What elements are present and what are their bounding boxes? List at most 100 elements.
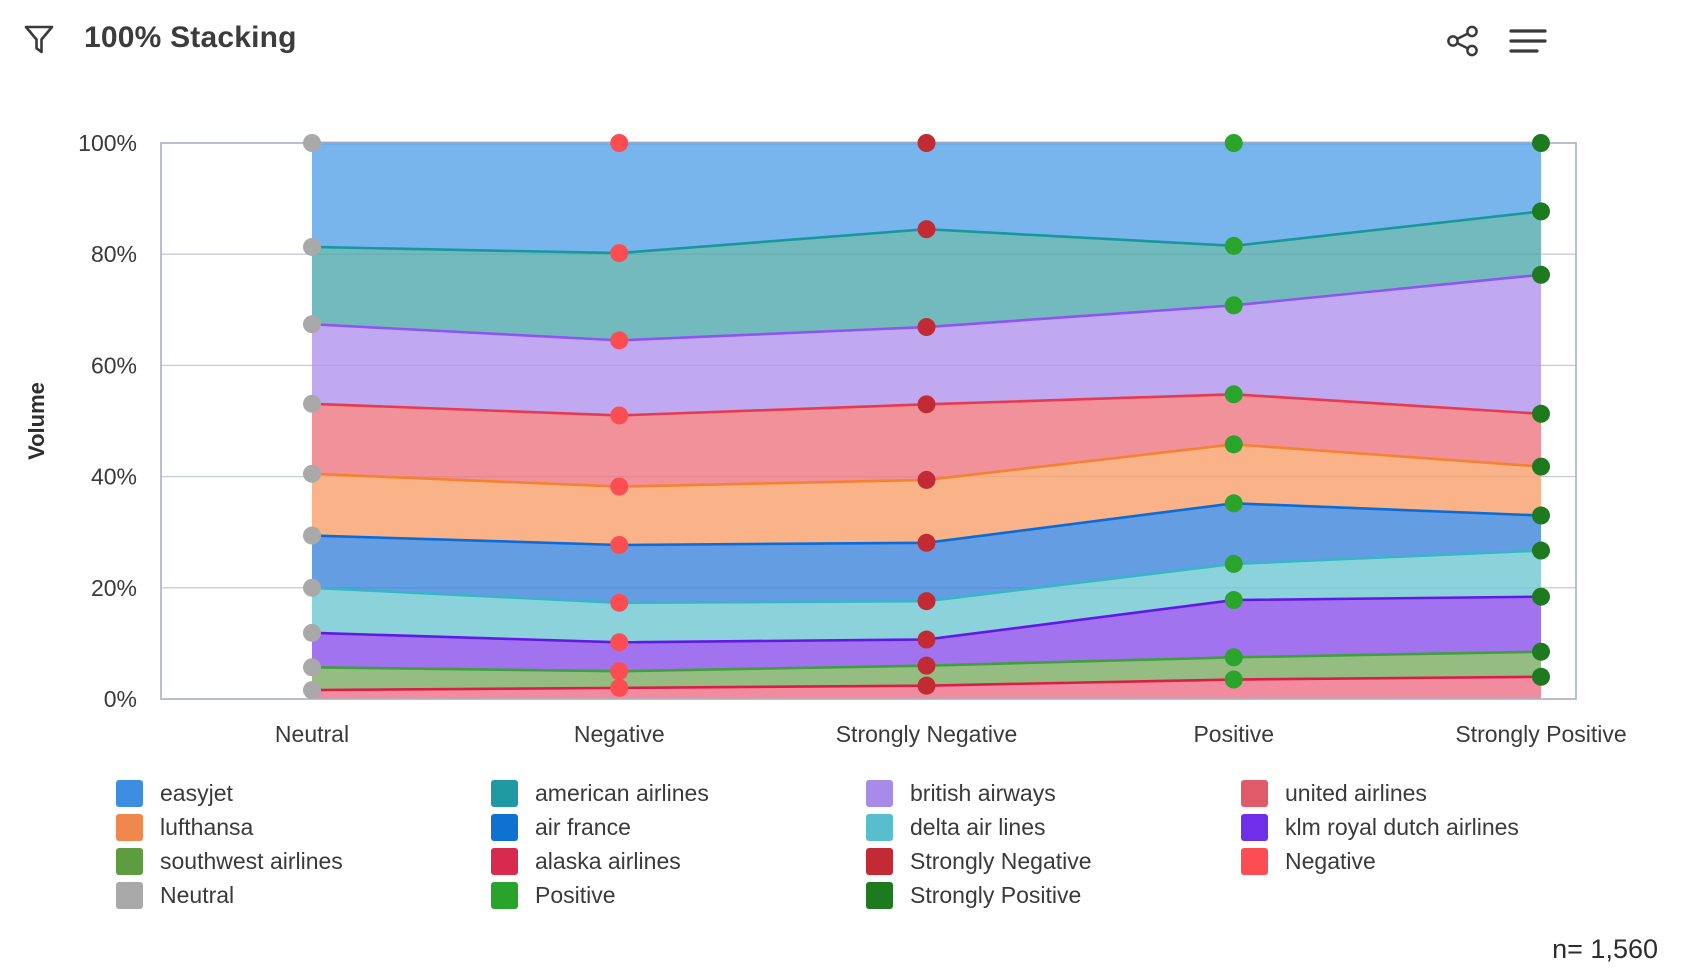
legend-label: american airlines	[535, 779, 709, 806]
point-Strongly-Positive-american-airlines[interactable]	[1532, 202, 1550, 221]
point-Negative-air-france[interactable]	[610, 535, 629, 554]
legend-item-strongly-negative[interactable]: Strongly Negative	[866, 847, 1241, 875]
legend-item-delta-air-lines[interactable]: delta air lines	[866, 813, 1241, 841]
point-Neutral-klm-royal-dutch-airlines[interactable]	[303, 623, 321, 642]
legend-swatch	[491, 847, 518, 875]
point-Neutral-delta-air-lines[interactable]	[303, 578, 321, 597]
point-Positive-air-france[interactable]	[1224, 494, 1243, 513]
legend-swatch	[1241, 847, 1268, 875]
sample-size-label: n= 1,560	[1552, 934, 1658, 964]
legend-swatch	[491, 813, 518, 841]
point-Positive-british-airways[interactable]	[1224, 296, 1243, 315]
legend-item-southwest-airlines[interactable]: southwest airlines	[116, 847, 491, 875]
point-Neutral-alaska-airlines[interactable]	[303, 681, 321, 700]
point-Strongly-Positive-klm-royal-dutch-airlines[interactable]	[1532, 587, 1550, 606]
y-tick-label: 20%	[91, 575, 137, 601]
point-Negative-southwest-airlines[interactable]	[610, 662, 629, 681]
legend-item-air-france[interactable]: air france	[491, 813, 866, 841]
point-Positive-klm-royal-dutch-airlines[interactable]	[1224, 591, 1243, 610]
point-Neutral-american-airlines[interactable]	[303, 237, 321, 256]
menu-button[interactable]	[1508, 22, 1548, 65]
point-Strongly-Negative-klm-royal-dutch-airlines[interactable]	[917, 630, 936, 649]
point-Strongly-Negative-alaska-airlines[interactable]	[917, 676, 936, 695]
point-Negative-british-airways[interactable]	[610, 331, 629, 350]
point-Strongly-Negative-easyjet[interactable]	[917, 134, 936, 152]
point-Strongly-Positive-united-airlines[interactable]	[1532, 404, 1550, 423]
legend-label: alaska airlines	[535, 847, 681, 874]
point-Strongly-Negative-united-airlines[interactable]	[917, 395, 936, 414]
point-Strongly-Negative-delta-air-lines[interactable]	[917, 592, 936, 611]
point-Negative-united-airlines[interactable]	[610, 406, 629, 425]
share-icon	[1447, 25, 1478, 57]
x-tick-label: Neutral	[275, 721, 349, 747]
point-Neutral-easyjet[interactable]	[303, 134, 321, 152]
area-delta-air-lines[interactable]	[312, 550, 1541, 643]
point-Positive-lufthansa[interactable]	[1224, 435, 1243, 454]
legend-label: Negative	[1285, 847, 1376, 874]
filter-icon	[24, 25, 54, 54]
point-Strongly-Negative-british-airways[interactable]	[917, 318, 936, 337]
point-Neutral-air-france[interactable]	[303, 526, 321, 545]
point-Negative-american-airlines[interactable]	[610, 244, 629, 263]
point-Strongly-Positive-lufthansa[interactable]	[1532, 457, 1550, 476]
legend-swatch	[116, 847, 143, 875]
legend-label: british airways	[910, 779, 1056, 806]
legend-swatch	[1241, 779, 1268, 807]
point-Positive-easyjet[interactable]	[1224, 134, 1243, 152]
point-Strongly-Negative-southwest-airlines[interactable]	[917, 656, 936, 675]
legend-item-strongly-positive[interactable]: Strongly Positive	[866, 881, 1241, 909]
point-Negative-lufthansa[interactable]	[610, 477, 629, 496]
point-Positive-southwest-airlines[interactable]	[1224, 648, 1243, 667]
area-easyjet[interactable]	[312, 143, 1541, 254]
point-Strongly-Positive-alaska-airlines[interactable]	[1532, 667, 1550, 686]
filter-button[interactable]	[22, 22, 58, 65]
share-button[interactable]	[1444, 22, 1482, 65]
point-Positive-delta-air-lines[interactable]	[1224, 554, 1243, 573]
point-Strongly-Positive-air-france[interactable]	[1532, 506, 1550, 525]
legend-label: southwest airlines	[160, 847, 343, 874]
point-Strongly-Positive-british-airways[interactable]	[1532, 265, 1550, 284]
point-Positive-american-airlines[interactable]	[1224, 236, 1243, 255]
point-Strongly-Negative-air-france[interactable]	[917, 533, 936, 552]
point-Neutral-united-airlines[interactable]	[303, 394, 321, 413]
point-Strongly-Negative-american-airlines[interactable]	[917, 220, 936, 239]
point-Negative-delta-air-lines[interactable]	[610, 593, 629, 612]
y-tick-label: 80%	[91, 241, 137, 267]
point-Negative-alaska-airlines[interactable]	[610, 678, 629, 697]
area-lufthansa[interactable]	[312, 444, 1541, 545]
point-Negative-easyjet[interactable]	[610, 134, 629, 152]
point-Neutral-lufthansa[interactable]	[303, 464, 321, 483]
legend-swatch	[866, 779, 893, 807]
legend-label: united airlines	[1285, 779, 1427, 806]
legend-label: Positive	[535, 881, 616, 908]
area-american-airlines[interactable]	[312, 211, 1541, 341]
legend-item-lufthansa[interactable]: lufthansa	[116, 813, 491, 841]
legend-label: Neutral	[160, 881, 235, 908]
point-Strongly-Positive-southwest-airlines[interactable]	[1532, 642, 1550, 661]
point-Strongly-Negative-lufthansa[interactable]	[917, 470, 936, 489]
point-Positive-united-airlines[interactable]	[1224, 385, 1243, 404]
point-Negative-klm-royal-dutch-airlines[interactable]	[610, 633, 629, 652]
point-Strongly-Positive-delta-air-lines[interactable]	[1532, 541, 1550, 560]
area-air-france[interactable]	[312, 503, 1541, 603]
x-tick-label: Negative	[574, 721, 665, 747]
y-axis-title: Volume	[24, 382, 49, 460]
legend-item-british-airways[interactable]: british airways	[866, 779, 1241, 807]
legend-swatch	[491, 779, 518, 807]
legend-swatch	[866, 881, 893, 909]
legend-item-american-airlines[interactable]: american airlines	[491, 779, 866, 807]
legend-item-neutral[interactable]: Neutral	[116, 881, 491, 909]
legend-column: easyjet lufthansa southwest airlines Neutra…	[116, 779, 491, 909]
point-Neutral-southwest-airlines[interactable]	[303, 658, 321, 677]
legend-item-alaska-airlines[interactable]: alaska airlines	[491, 847, 866, 875]
legend-item-united-airlines[interactable]: united airlines	[1241, 779, 1519, 807]
point-Neutral-british-airways[interactable]	[303, 315, 321, 334]
legend-item-positive[interactable]: Positive	[491, 881, 866, 909]
legend-item-negative[interactable]: Negative	[1241, 847, 1519, 875]
legend-item-easyjet[interactable]: easyjet	[116, 779, 491, 807]
point-Strongly-Positive-easyjet[interactable]	[1532, 134, 1550, 152]
x-tick-label: Strongly Positive	[1455, 721, 1626, 747]
point-Positive-alaska-airlines[interactable]	[1224, 670, 1243, 689]
legend-item-klm-royal-dutch-airlines[interactable]: klm royal dutch airlines	[1241, 813, 1519, 841]
legend-swatch	[866, 847, 893, 875]
